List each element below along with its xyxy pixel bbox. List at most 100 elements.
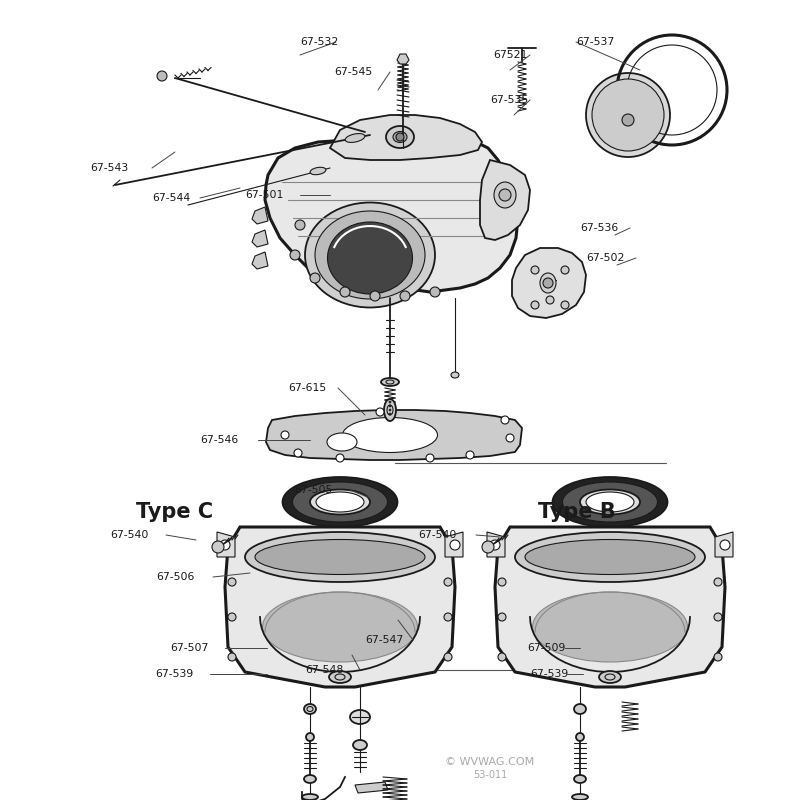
- Ellipse shape: [353, 740, 367, 750]
- Circle shape: [310, 273, 320, 283]
- Text: 67-548: 67-548: [305, 665, 343, 675]
- Polygon shape: [487, 532, 505, 557]
- Circle shape: [592, 79, 664, 151]
- Circle shape: [482, 541, 494, 553]
- Polygon shape: [225, 527, 455, 687]
- Circle shape: [396, 133, 404, 141]
- Text: 67-532: 67-532: [300, 37, 338, 47]
- Polygon shape: [445, 532, 463, 557]
- Circle shape: [506, 434, 514, 442]
- Text: 67-501: 67-501: [245, 190, 283, 200]
- Circle shape: [450, 540, 460, 550]
- Circle shape: [294, 449, 302, 457]
- Text: 67-544: 67-544: [152, 193, 190, 203]
- Text: 67-507: 67-507: [170, 643, 208, 653]
- Text: 67-546: 67-546: [200, 435, 238, 445]
- Ellipse shape: [393, 131, 407, 142]
- Ellipse shape: [342, 418, 438, 453]
- Circle shape: [212, 541, 224, 553]
- Circle shape: [498, 578, 506, 586]
- Ellipse shape: [306, 733, 314, 741]
- Circle shape: [426, 454, 434, 462]
- Ellipse shape: [329, 671, 351, 683]
- Text: 67-543: 67-543: [90, 163, 128, 173]
- Polygon shape: [252, 230, 268, 247]
- Ellipse shape: [599, 671, 621, 683]
- Circle shape: [498, 653, 506, 661]
- Polygon shape: [715, 532, 733, 557]
- Ellipse shape: [310, 490, 370, 514]
- Text: 67-540: 67-540: [418, 530, 456, 540]
- Circle shape: [561, 301, 569, 309]
- Circle shape: [376, 408, 384, 416]
- Text: 53-011: 53-011: [473, 770, 507, 780]
- Ellipse shape: [327, 433, 357, 451]
- Text: 67-502: 67-502: [586, 253, 624, 263]
- Ellipse shape: [576, 733, 584, 741]
- Polygon shape: [252, 252, 268, 269]
- Circle shape: [622, 114, 634, 126]
- Text: 67-539: 67-539: [155, 669, 194, 679]
- Polygon shape: [266, 410, 522, 460]
- Text: 67-547: 67-547: [365, 635, 403, 645]
- Circle shape: [444, 653, 452, 661]
- Circle shape: [561, 266, 569, 274]
- Text: 67-506: 67-506: [156, 572, 194, 582]
- Text: 67-505: 67-505: [294, 485, 332, 495]
- Ellipse shape: [384, 399, 396, 421]
- Circle shape: [543, 278, 553, 288]
- Circle shape: [720, 540, 730, 550]
- Circle shape: [220, 540, 230, 550]
- Polygon shape: [512, 248, 586, 318]
- Ellipse shape: [562, 482, 658, 522]
- Circle shape: [389, 405, 391, 407]
- Polygon shape: [330, 115, 482, 160]
- Ellipse shape: [310, 167, 326, 174]
- Ellipse shape: [515, 532, 705, 582]
- Circle shape: [370, 291, 380, 301]
- Text: Type C: Type C: [136, 502, 213, 522]
- Ellipse shape: [345, 134, 365, 142]
- Ellipse shape: [302, 794, 318, 800]
- Circle shape: [546, 296, 554, 304]
- Circle shape: [531, 301, 539, 309]
- Circle shape: [444, 578, 452, 586]
- Ellipse shape: [525, 539, 695, 574]
- Circle shape: [490, 540, 500, 550]
- Ellipse shape: [282, 477, 398, 527]
- Circle shape: [501, 416, 509, 424]
- Circle shape: [499, 189, 511, 201]
- Circle shape: [228, 578, 236, 586]
- Ellipse shape: [572, 794, 588, 800]
- Ellipse shape: [350, 710, 370, 724]
- Ellipse shape: [255, 539, 425, 574]
- Circle shape: [157, 71, 167, 81]
- Text: 67-615: 67-615: [288, 383, 326, 393]
- Circle shape: [228, 653, 236, 661]
- Ellipse shape: [304, 775, 316, 783]
- Circle shape: [531, 266, 539, 274]
- Polygon shape: [252, 207, 268, 224]
- Ellipse shape: [386, 126, 414, 148]
- Polygon shape: [355, 782, 388, 793]
- Ellipse shape: [315, 211, 425, 299]
- Ellipse shape: [327, 222, 413, 294]
- Polygon shape: [495, 527, 725, 687]
- Ellipse shape: [293, 482, 387, 522]
- Ellipse shape: [304, 704, 316, 714]
- Circle shape: [336, 454, 344, 462]
- Ellipse shape: [381, 378, 399, 386]
- Text: 67-535: 67-535: [490, 95, 528, 105]
- Text: 67-540: 67-540: [110, 530, 148, 540]
- Ellipse shape: [540, 273, 556, 293]
- Text: 67-536: 67-536: [580, 223, 618, 233]
- Circle shape: [444, 613, 452, 621]
- Polygon shape: [265, 135, 518, 292]
- Circle shape: [430, 287, 440, 297]
- Text: 67-509: 67-509: [527, 643, 566, 653]
- Ellipse shape: [574, 775, 586, 783]
- Ellipse shape: [245, 532, 435, 582]
- Ellipse shape: [305, 202, 435, 307]
- Circle shape: [281, 431, 289, 439]
- Text: 67-539: 67-539: [530, 669, 568, 679]
